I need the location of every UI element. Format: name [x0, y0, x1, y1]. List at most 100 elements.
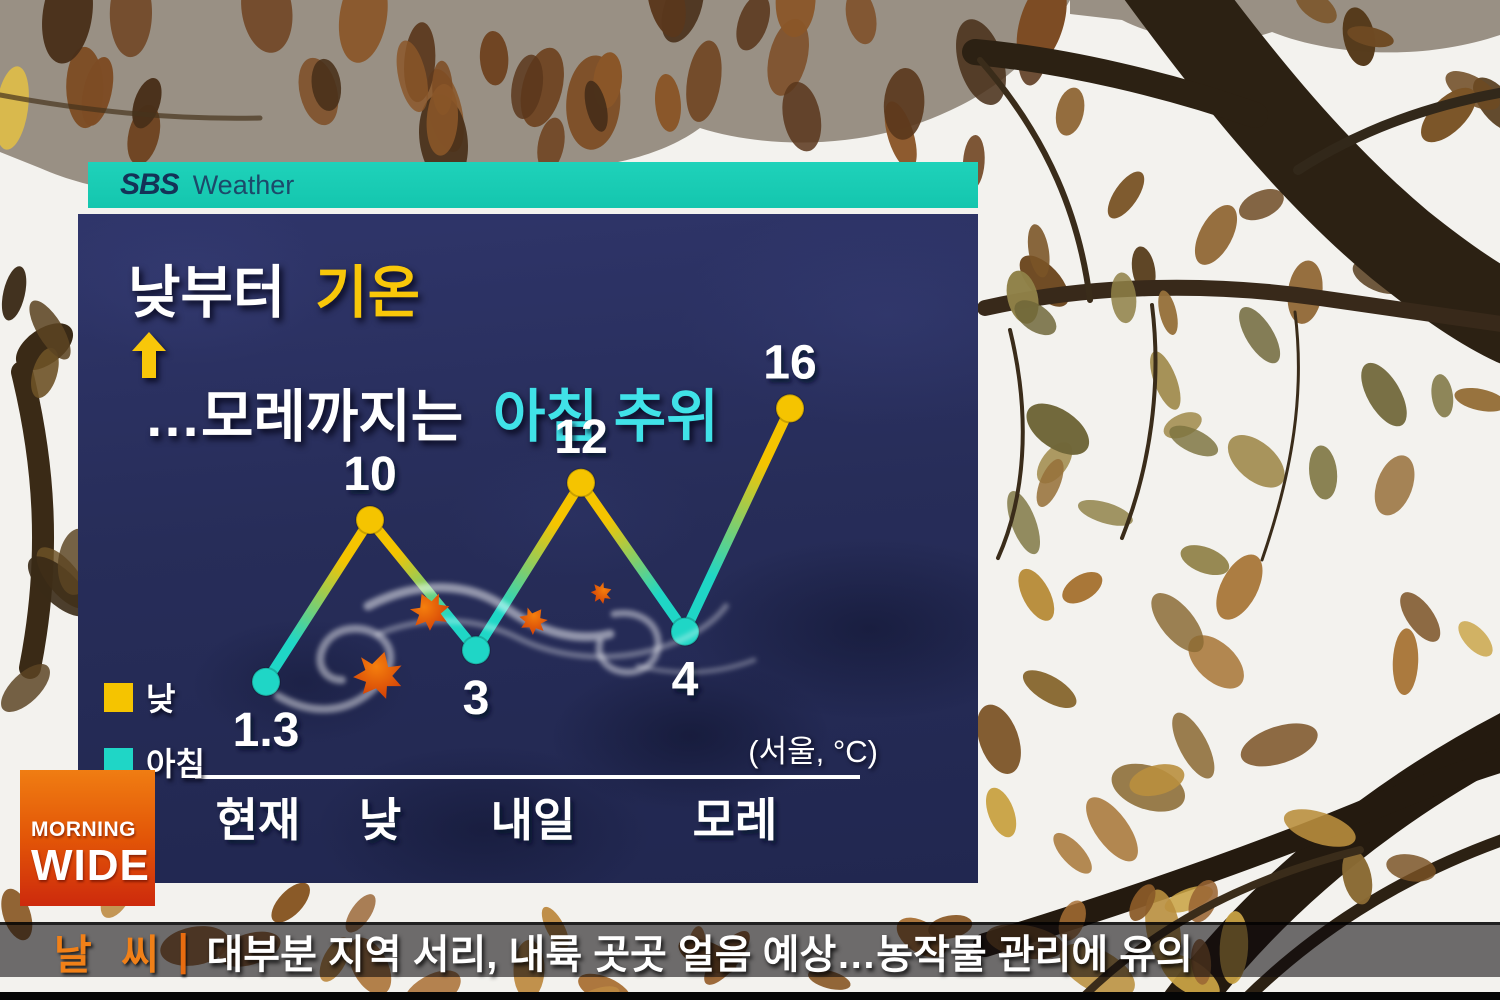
leaf-shape — [1022, 670, 1077, 708]
x-axis-label: 내일 — [491, 794, 576, 846]
leaf-shape — [584, 80, 608, 132]
leaf-shape — [1431, 374, 1454, 418]
leaf-shape — [42, 0, 93, 64]
leaf-shape — [1309, 445, 1338, 500]
leaf-shape — [271, 882, 310, 923]
leaf-shape — [1454, 387, 1500, 412]
leaf-shape — [311, 58, 342, 111]
leaf-shape — [1295, 0, 1337, 24]
chart-line-segment — [365, 515, 481, 656]
chart-point-dot — [251, 666, 281, 697]
leaf-shape — [1194, 204, 1238, 265]
chart-line-segment — [261, 515, 375, 687]
leaf-shape — [1239, 306, 1281, 364]
leaf-shape — [1169, 425, 1219, 457]
chart-point-dot — [355, 505, 385, 535]
leaf-shape — [1027, 224, 1050, 278]
ticker-category: 날 씨 — [54, 932, 168, 978]
leaf-shape — [655, 73, 681, 132]
leaf-shape — [976, 704, 1021, 774]
leaf-shape — [426, 83, 459, 156]
leaf-shape — [686, 40, 722, 122]
leaf-shape — [986, 787, 1017, 838]
leaf-shape — [1188, 635, 1244, 689]
chart-point-dot — [775, 393, 805, 424]
chart-point-dot — [670, 616, 700, 647]
chart-value-label: 12 — [554, 411, 607, 464]
legend-label-day: 낮 — [146, 681, 176, 717]
news-ticker: 날 씨 | 대부분 지역 서리, 내륙 곳곳 얼음 예상…농작물 관리에 유의 — [0, 922, 1500, 978]
leaf-shape — [338, 0, 388, 63]
leaf-shape — [1, 663, 50, 713]
chart-value-label: 10 — [343, 448, 396, 501]
leaf-shape — [1055, 87, 1085, 136]
morning-wide-line2: WIDE — [31, 841, 150, 890]
headline-title: 낮부터 기온 …모레까지는 아침 추위 — [128, 254, 719, 456]
leaf-shape — [1392, 628, 1419, 695]
leaf-shape — [403, 970, 461, 1000]
title-line1-white: 낮부터 — [128, 261, 286, 325]
leaf-shape — [1374, 455, 1415, 516]
title-line1-yellow: 기온 — [315, 261, 421, 325]
sbs-weather-label: Weather — [192, 169, 295, 200]
leaf-shape — [1, 266, 27, 321]
temperature-line-chart: 1.3 10 3 12 4 16 현재 낮 내일 모레 — [195, 336, 860, 846]
leaf-shape — [1238, 188, 1284, 221]
unit-note: (서울, °C) — [748, 734, 878, 769]
leaf-shape — [1036, 459, 1064, 507]
leaf-shape — [845, 0, 877, 45]
legend-swatch-day — [104, 682, 133, 712]
legend-label-morning: 아침 — [146, 746, 205, 782]
sbs-logo: SBS — [120, 168, 180, 201]
leaf-shape — [109, 0, 153, 58]
leaf-shape — [1216, 554, 1263, 620]
leaf-shape — [479, 31, 509, 86]
leaf-shape — [1172, 712, 1215, 779]
ticker-headline: 대부분 지역 서리, 내륙 곳곳 얼음 예상…농작물 관리에 유의 — [206, 933, 1193, 977]
leaf-shape — [883, 68, 925, 140]
leaf-shape — [1077, 499, 1133, 526]
morning-wide-line1: MORNING — [31, 818, 136, 841]
leaf-shape — [736, 0, 771, 51]
morning-wide-logo: MORNING WIDE — [20, 770, 155, 906]
leaf-shape — [396, 40, 429, 113]
leaf-shape — [29, 300, 71, 360]
leaf-shape — [767, 18, 809, 96]
leaf-shape — [1014, 300, 1057, 336]
leaf-shape — [1150, 351, 1181, 410]
leaf-shape — [537, 117, 565, 172]
leaf-shape — [1062, 571, 1103, 604]
x-axis-label: 현재 — [216, 794, 301, 846]
leaf-shape — [1180, 545, 1230, 576]
leaf-shape — [1400, 592, 1441, 642]
chart-value-label: 16 — [763, 336, 816, 389]
title-line2-white: …모레까지는 — [144, 385, 464, 449]
leaf-shape — [1151, 593, 1204, 653]
leaf-shape — [27, 556, 91, 617]
letterbox-strip — [0, 992, 1500, 1000]
title-line1: 낮부터 기온 — [128, 254, 719, 378]
leaf-shape — [1240, 723, 1318, 767]
leaf-shape — [1158, 290, 1178, 335]
x-axis-label: 모레 — [693, 794, 778, 846]
title-line2: …모레까지는 아침 추위 — [144, 378, 719, 456]
leaf-shape — [1386, 854, 1436, 882]
leaf-shape — [1086, 797, 1138, 862]
leaf-shape — [1458, 621, 1493, 657]
leaf-shape — [511, 54, 544, 119]
leaf-shape — [1227, 435, 1285, 488]
leaf-shape — [1347, 26, 1394, 48]
chart-line-segment — [471, 477, 586, 656]
legend-item-day: 낮 — [104, 674, 205, 720]
leaf-shape — [1129, 884, 1156, 921]
leaf-shape — [647, 0, 686, 38]
leaf-shape — [782, 81, 822, 152]
leaf-shape — [1342, 850, 1373, 905]
leaf-shape — [1053, 832, 1092, 874]
ticker-separator: | — [177, 926, 189, 975]
leaf-shape — [1111, 272, 1137, 324]
chart-point-dot — [461, 635, 491, 666]
sbs-weather-bar: SBS Weather — [88, 162, 978, 208]
leaf-shape — [31, 347, 59, 398]
